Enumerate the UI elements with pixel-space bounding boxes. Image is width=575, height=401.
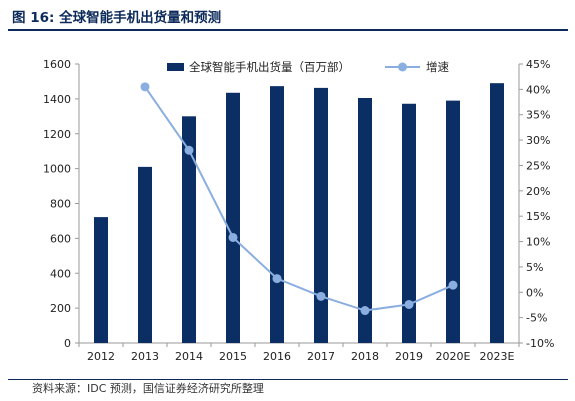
bar-2019	[402, 103, 416, 343]
left-tick-label: 0	[64, 337, 71, 350]
growth-point-2015	[228, 232, 238, 242]
growth-point-2014	[184, 145, 194, 155]
bar-2017	[314, 87, 328, 343]
right-tick-label: 25%	[526, 159, 550, 172]
right-tick-label: 35%	[526, 109, 550, 122]
left-tick-label: 1200	[43, 128, 71, 141]
x-tick-label: 2016	[263, 350, 291, 363]
right-tick-label: 45%	[526, 58, 550, 71]
left-tick-label: 400	[50, 267, 71, 280]
right-tick-label: 30%	[526, 134, 550, 147]
bar-2012	[94, 217, 108, 343]
left-tick-label: 800	[50, 198, 71, 211]
x-tick-label: 2015	[219, 350, 247, 363]
right-tick-label: 5%	[526, 261, 543, 274]
x-tick-label: 2023E	[480, 350, 515, 363]
left-tick-label: 1600	[43, 58, 71, 71]
axes: 0 200 400 600 800 1000 1200 1400 1600 -10% -5% 0% 5%…	[43, 58, 554, 363]
right-tick-label: 0%	[526, 286, 543, 299]
x-tick-label: 2017	[307, 350, 335, 363]
right-tick-label: -5%	[526, 312, 547, 325]
legend-bar-label: 全球智能手机出货量（百万部）	[189, 60, 350, 74]
growth-point-2019	[404, 299, 414, 309]
right-tick-label: -10%	[526, 337, 554, 350]
x-tick-label: 2018	[351, 350, 379, 363]
x-tick-label: 2012	[87, 350, 115, 363]
legend-line-marker	[398, 62, 407, 72]
x-tick-label: 2014	[175, 350, 203, 363]
growth-point-2017	[316, 291, 326, 301]
growth-line-series	[140, 82, 458, 316]
legend-bar-swatch	[167, 63, 184, 71]
left-tick-label: 600	[50, 232, 71, 245]
source-note: 资料来源：IDC 预测，国信证券经济研究所整理	[8, 379, 568, 401]
bar-2013	[138, 166, 152, 343]
growth-line	[144, 86, 454, 312]
left-tick-label: 1000	[43, 163, 71, 176]
growth-point-2018	[360, 306, 370, 316]
growth-point-2016	[272, 274, 282, 284]
figure-title: 图 16: 全球智能手机出货量和预测	[8, 7, 568, 31]
bar-2016	[270, 86, 284, 343]
legend: 全球智能手机出货量（百万部） 增速	[167, 60, 449, 74]
x-tick-label: 2020E	[436, 350, 471, 363]
bar-2023E	[490, 83, 504, 344]
x-tick-label: 2013	[131, 350, 159, 363]
bar-2018	[358, 98, 372, 343]
growth-point-2013	[140, 82, 150, 92]
left-tick-label: 1400	[43, 93, 71, 106]
bar-series	[94, 83, 504, 344]
x-tick-label: 2019	[395, 350, 423, 363]
bar-2020E	[446, 100, 460, 344]
right-tick-label: 40%	[526, 83, 550, 96]
legend-line-label: 增速	[426, 60, 449, 74]
left-tick-label: 200	[50, 302, 71, 315]
right-tick-label: 15%	[526, 210, 550, 223]
growth-point-2020E	[448, 280, 458, 290]
bar-2015	[226, 92, 240, 343]
right-tick-label: 10%	[526, 236, 550, 249]
bar-2014	[182, 116, 196, 343]
right-tick-label: 20%	[526, 185, 550, 198]
